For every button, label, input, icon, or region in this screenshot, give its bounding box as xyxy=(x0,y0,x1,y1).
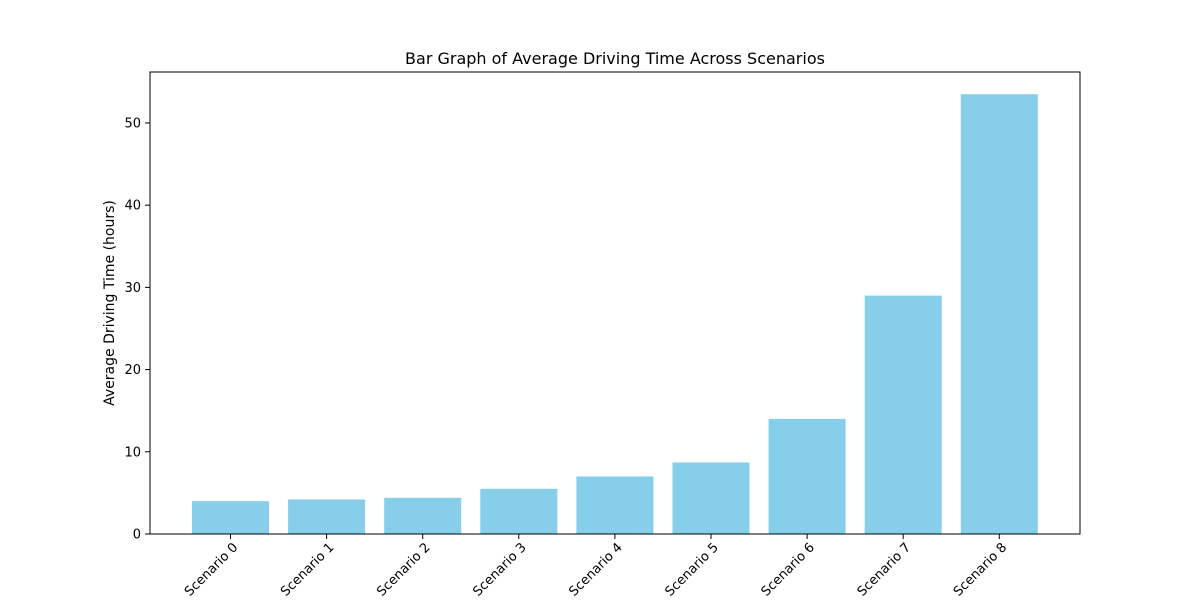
plot-frame xyxy=(149,71,1081,535)
bar-scenario-1 xyxy=(288,499,366,534)
x-tick-label: Scenario 5 xyxy=(662,540,721,599)
bar-scenario-5 xyxy=(672,462,750,534)
y-tick-label: 10 xyxy=(124,445,141,460)
bar-scenario-6 xyxy=(768,418,846,534)
y-tick-label: 20 xyxy=(124,363,141,378)
bar-scenario-2 xyxy=(384,497,462,534)
chart-title: Bar Graph of Average Driving Time Across… xyxy=(405,49,825,68)
x-tick-label: Scenario 3 xyxy=(470,540,529,599)
bar-scenario-0 xyxy=(192,501,269,534)
y-axis: 0 10 20 30 40 50 xyxy=(124,116,150,543)
bar-scenario-3 xyxy=(480,488,558,534)
x-tick-label: Scenario 1 xyxy=(278,540,337,599)
bar-scenario-8 xyxy=(960,94,1038,534)
y-axis-label: Average Driving Time (hours) xyxy=(102,200,118,406)
x-tick-label: Scenario 6 xyxy=(759,540,818,599)
y-tick-label: 0 xyxy=(133,528,141,543)
bar-scenario-7 xyxy=(864,295,942,534)
y-tick-label: 50 xyxy=(124,116,141,131)
bar-scenario-4 xyxy=(576,476,654,534)
y-tick-label: 40 xyxy=(124,199,141,214)
x-tick-label: Scenario 7 xyxy=(855,540,914,599)
x-tick-label: Scenario 8 xyxy=(951,540,1010,599)
x-tick-label: Scenario 0 xyxy=(182,540,241,599)
bars-layer xyxy=(192,94,1038,534)
x-tick-label: Scenario 4 xyxy=(566,540,625,599)
x-tick-label: Scenario 2 xyxy=(374,540,433,599)
y-tick-label: 30 xyxy=(124,281,141,296)
x-axis: Scenario 0 Scenario 1 Scenario 2 Scenario 3… xyxy=(182,534,1010,600)
